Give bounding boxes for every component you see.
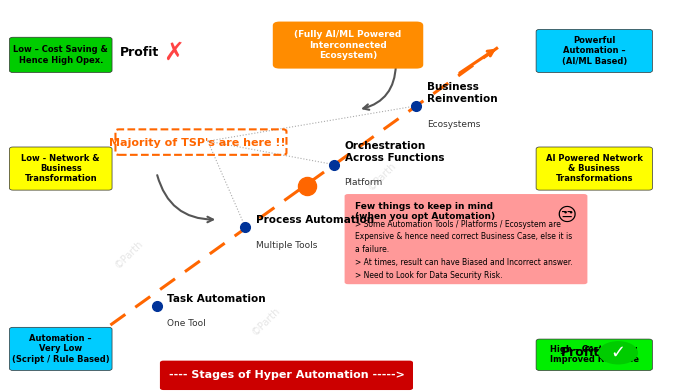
Text: Process Automation: Process Automation (256, 215, 374, 225)
FancyBboxPatch shape (536, 29, 652, 73)
Text: 😒: 😒 (557, 206, 577, 225)
Text: > Need to Look for Data Security Risk.: > Need to Look for Data Security Risk. (355, 271, 502, 280)
Text: Orchestration
Across Functions: Orchestration Across Functions (344, 141, 444, 163)
Text: ©Parth: ©Parth (250, 305, 282, 338)
Text: ©Parth: ©Parth (366, 160, 398, 192)
FancyBboxPatch shape (536, 339, 652, 370)
Text: Majority of TSP's are here !!: Majority of TSP's are here !! (109, 138, 286, 148)
FancyBboxPatch shape (10, 147, 112, 190)
Text: > At times, result can have Biased and Incorrect answer.: > At times, result can have Biased and I… (355, 258, 573, 267)
Text: Low – Cost Saving &
Hence High Opex.: Low – Cost Saving & Hence High Opex. (13, 45, 108, 65)
Text: Ecosystems: Ecosystems (426, 120, 480, 129)
FancyBboxPatch shape (344, 194, 587, 284)
Text: One Tool: One Tool (167, 319, 206, 328)
Text: Low - Network &
Business
Transformation: Low - Network & Business Transformation (21, 154, 100, 183)
Text: > Some Automation Tools / Platforms / Ecosystem are: > Some Automation Tools / Platforms / Ec… (355, 220, 561, 229)
Text: Platform: Platform (344, 178, 383, 187)
FancyBboxPatch shape (10, 37, 112, 73)
Text: ©Parth: ©Parth (113, 239, 145, 271)
Text: Powerful
Automation –
(AI/ML Based): Powerful Automation – (AI/ML Based) (562, 36, 627, 66)
Text: Profit: Profit (561, 346, 600, 359)
Text: (Fully AI/ML Powered
Interconnected
Ecosystem): (Fully AI/ML Powered Interconnected Ecos… (295, 30, 402, 60)
Text: Expensive & hence need correct Business Case, else it is: Expensive & hence need correct Business … (355, 232, 572, 241)
Text: Profit: Profit (120, 46, 159, 60)
Text: ✓: ✓ (611, 344, 626, 362)
FancyBboxPatch shape (273, 22, 423, 69)
Text: ---- Stages of Hyper Automation ----->: ---- Stages of Hyper Automation -----> (168, 370, 404, 380)
Text: AI Powered Network
& Business
Transformations: AI Powered Network & Business Transforma… (546, 154, 642, 183)
Text: Task Automation: Task Automation (167, 294, 266, 304)
Text: Business
Reinvention: Business Reinvention (426, 82, 497, 104)
FancyBboxPatch shape (160, 361, 413, 390)
Text: Automation –
Very Low
(Script / Rule Based): Automation – Very Low (Script / Rule Bas… (12, 334, 110, 364)
Text: ©Parth: ©Parth (435, 250, 466, 283)
Text: High – Cost Saving
Improved Revenue: High – Cost Saving Improved Revenue (550, 345, 639, 365)
FancyBboxPatch shape (10, 327, 112, 370)
Text: a failure.: a failure. (355, 245, 389, 254)
FancyBboxPatch shape (536, 147, 652, 190)
Text: Few things to keep in mind
(when you opt Automation): Few things to keep in mind (when you opt… (355, 202, 495, 221)
Circle shape (599, 342, 638, 364)
Text: Multiple Tools: Multiple Tools (256, 241, 317, 250)
Text: ✗: ✗ (163, 41, 184, 65)
